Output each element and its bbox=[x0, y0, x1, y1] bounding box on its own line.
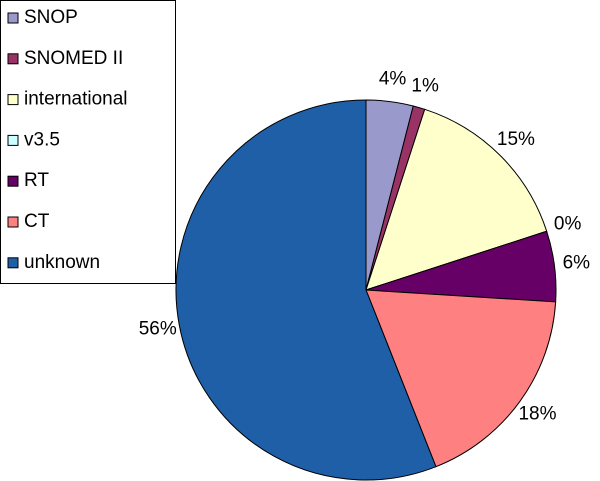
legend-label: SNOMED II bbox=[24, 48, 123, 69]
legend-label: SNOP bbox=[24, 7, 78, 28]
legend-swatch bbox=[7, 94, 19, 106]
legend-swatch bbox=[7, 53, 19, 65]
legend-swatch bbox=[7, 175, 19, 187]
slice-label: 4% bbox=[379, 69, 407, 90]
slice-label: 6% bbox=[563, 252, 591, 273]
slice-label: 15% bbox=[497, 129, 535, 150]
legend-swatch bbox=[7, 216, 19, 228]
legend-label: international bbox=[24, 89, 128, 110]
legend-label: v3.5 bbox=[24, 129, 60, 150]
legend-label: unknown bbox=[24, 252, 100, 273]
legend-swatch bbox=[7, 12, 19, 24]
legend-swatch bbox=[7, 134, 19, 146]
pie-slice bbox=[365, 289, 557, 468]
pie-slice bbox=[175, 99, 437, 481]
slice-label: 0% bbox=[554, 214, 582, 235]
legend-label: CT bbox=[24, 211, 50, 232]
legend-label: RT bbox=[24, 170, 49, 191]
slice-label: 1% bbox=[411, 75, 439, 96]
legend-swatch bbox=[7, 257, 19, 269]
pie-slice bbox=[365, 108, 548, 291]
slice-label: 56% bbox=[139, 319, 177, 340]
legend-box bbox=[0, 0, 176, 284]
slice-label: 18% bbox=[518, 404, 556, 425]
